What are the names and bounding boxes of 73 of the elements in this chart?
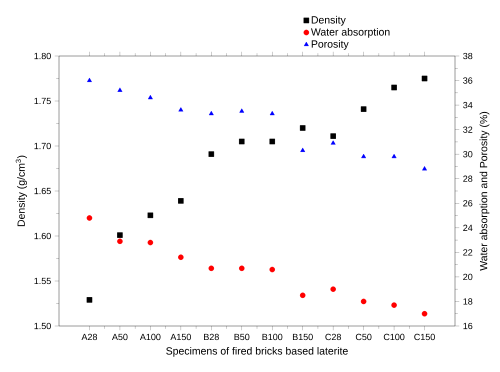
point (300, 125, 306, 131)
point (148, 94, 153, 100)
y-tick-label: 1.75 (34, 98, 51, 104)
point (269, 138, 276, 144)
point (117, 88, 122, 92)
x-tick-label: A150 (170, 334, 191, 340)
point (391, 302, 397, 308)
point (87, 78, 92, 82)
y-tick-label: 1.50 (34, 322, 51, 330)
point (117, 238, 123, 244)
point (360, 106, 366, 112)
y2-tick-label: 32 (463, 126, 472, 133)
y2-tick-label: 34 (463, 102, 472, 108)
point (392, 154, 397, 158)
y2-tick-label: 30 (463, 151, 472, 158)
point (330, 133, 336, 139)
x-tick-label: A50 (112, 334, 128, 340)
point (422, 310, 428, 317)
point (330, 140, 336, 145)
y2-tick-label: 26 (463, 200, 472, 206)
point (330, 286, 336, 292)
point (269, 266, 276, 272)
point (422, 166, 427, 170)
x-tick-label: B28 (204, 334, 219, 340)
point (178, 198, 184, 204)
x-tick-label: C100 (384, 334, 404, 340)
point (300, 292, 306, 298)
x-tick-label: A100 (140, 334, 161, 340)
point (238, 138, 245, 144)
legend-label: Porosity (312, 40, 349, 50)
point (86, 297, 92, 303)
x-tick-label: B50 (234, 334, 250, 340)
y-tick-label: 1.55 (34, 278, 51, 284)
y-tick-label: 1.80 (34, 52, 51, 60)
x-tick-label: C150 (414, 334, 435, 340)
point (391, 84, 397, 90)
x-tick-label: B150 (292, 334, 313, 340)
y2-tick-label: 38 (463, 52, 472, 60)
point (238, 266, 245, 272)
x-tick-label: A28 (82, 334, 98, 340)
legend-label: Density (312, 16, 346, 26)
legend-label: Water absorption (310, 28, 390, 38)
y2-tick-label: 36 (463, 77, 472, 84)
y-axis-title: Density (g/cm$^{3}$) (16, 156, 27, 226)
y-tick-label: 1.60 (34, 232, 51, 240)
y2-tick-label: 22 (463, 249, 472, 256)
x-tick-label: C28 (325, 334, 341, 340)
x-tick-label: C50 (356, 334, 372, 340)
y2-tick-label: 28 (463, 176, 472, 182)
point (300, 148, 306, 152)
y2-axis-title: Water absorption and Porosity (%) (480, 112, 490, 271)
y-tick-label: 1.65 (34, 188, 51, 194)
y2-tick-label: 20 (463, 274, 472, 280)
point (239, 108, 244, 113)
point (208, 151, 214, 157)
y-tick-label: 1.70 (34, 142, 51, 150)
point (360, 298, 366, 304)
point (148, 240, 154, 246)
x-tick-label: B100 (262, 334, 282, 340)
point (208, 110, 214, 116)
point (422, 76, 428, 82)
x-axis-title: Specimens of fired bricks based laterite (166, 346, 348, 357)
y2-tick-label: 16 (463, 322, 472, 330)
y2-tick-label: 24 (463, 224, 472, 231)
point (178, 107, 184, 112)
point (148, 212, 154, 218)
point (178, 254, 184, 260)
point (208, 266, 214, 272)
y2-tick-label: 18 (463, 298, 472, 305)
point (86, 215, 92, 221)
point (361, 154, 366, 158)
point (117, 232, 123, 238)
point (270, 110, 275, 116)
